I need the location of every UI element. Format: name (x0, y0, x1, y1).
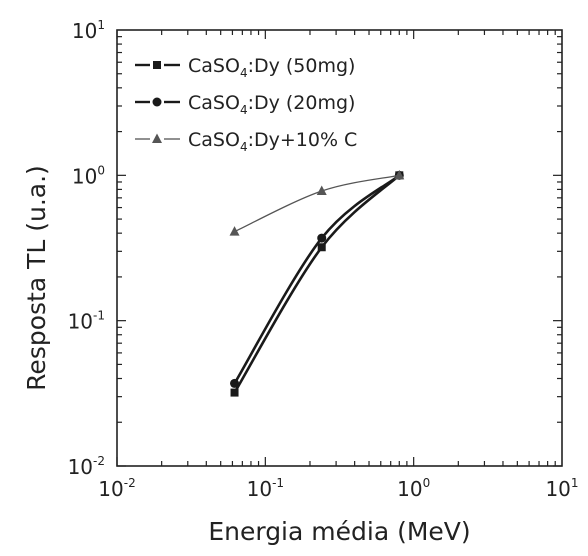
legend-entry-3: CaSO4:Dy+10% C (135, 129, 357, 154)
series-1-point (230, 388, 239, 397)
series-1-point (317, 243, 326, 252)
legend-entry-2: CaSO4:Dy (20mg) (135, 92, 355, 117)
series-2-point (230, 378, 240, 388)
series-3-point (394, 169, 405, 180)
legend-marker (152, 97, 162, 107)
legend-marker (152, 133, 162, 143)
x-tick-label: 100 (397, 476, 430, 501)
legend-label: CaSO4:Dy+10% C (188, 129, 357, 154)
series-3-point (229, 226, 240, 236)
y-tick-label: 101 (72, 18, 105, 43)
series-3-point (316, 185, 327, 196)
plot-frame (116, 29, 563, 467)
legend-label: CaSO4:Dy (20mg) (188, 92, 355, 117)
series-3-line (234, 174, 400, 233)
x-tick-label: 101 (545, 476, 578, 501)
x-tick-label: 10-2 (98, 476, 135, 501)
y-tick-label: 10-2 (68, 454, 105, 479)
series-3 (229, 169, 405, 236)
legend-marker (153, 61, 161, 69)
x-axis-title: Energia média (MeV) (208, 517, 470, 546)
series-2-point (317, 233, 327, 243)
y-tick-label: 10-1 (68, 309, 105, 334)
y-tick-label: 100 (72, 163, 105, 188)
series-1 (230, 171, 404, 397)
series-1-line (233, 174, 401, 394)
x-tick-label: 10-1 (247, 476, 284, 501)
series-2-line (233, 174, 401, 385)
y-axis-title: Resposta TL (u.a.) (22, 165, 51, 391)
legend-label: CaSO4:Dy (50mg) (188, 55, 355, 80)
legend-entry-1: CaSO4:Dy (50mg) (135, 55, 355, 80)
